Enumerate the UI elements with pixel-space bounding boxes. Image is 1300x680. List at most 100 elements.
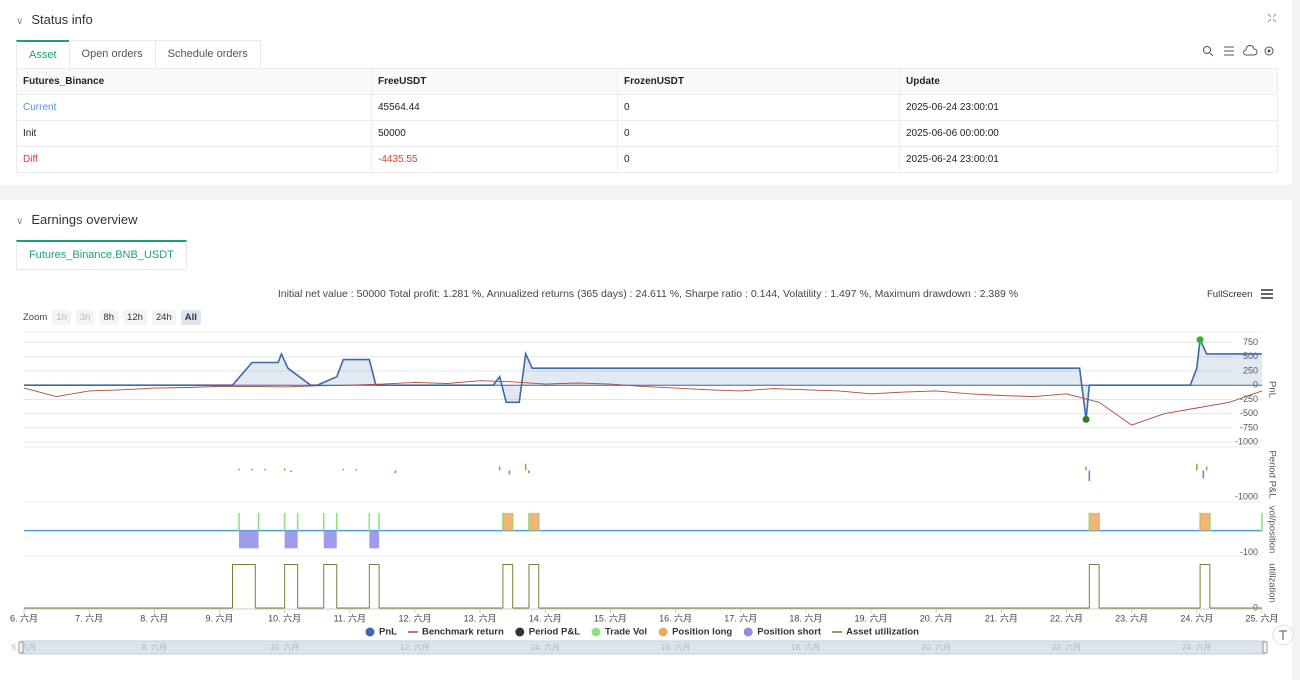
x-tick-label: 24. 六月 xyxy=(1180,612,1213,623)
cell: 2025-06-24 23:00:01 xyxy=(899,94,1278,121)
cell: 0 xyxy=(617,120,900,147)
x-tick-label: 10. 六月 xyxy=(268,612,301,623)
navigator-label: 24. 六月 xyxy=(1182,642,1211,652)
x-tick-label: 7. 六月 xyxy=(75,612,103,623)
cell: 0 xyxy=(617,94,900,121)
scroll-top-button[interactable] xyxy=(1272,624,1294,646)
x-tick-label: 17. 六月 xyxy=(724,612,757,623)
y-tick-label: -100 xyxy=(1240,547,1258,557)
cell: Current xyxy=(16,94,372,121)
zoom-button[interactable]: All xyxy=(180,310,201,325)
earnings-title-text: Earnings overview xyxy=(31,212,138,227)
asset-table: Futures_Binance FreeUSDT FrozenUSDT Upda… xyxy=(16,68,1278,173)
zoom-button[interactable]: 1h xyxy=(52,310,71,325)
cell: 2025-06-06 00:00:00 xyxy=(899,120,1278,147)
utilization-step xyxy=(232,564,256,608)
status-title-text: Status info xyxy=(31,12,93,27)
x-tick-label: 20. 六月 xyxy=(920,612,953,623)
column-header: Futures_Binance xyxy=(16,68,372,95)
utilization-step xyxy=(323,564,338,608)
x-tick-label: 13. 六月 xyxy=(464,612,497,623)
benchmark-line xyxy=(23,380,1263,426)
position-bar xyxy=(239,530,259,549)
axis-title: vol/position xyxy=(1266,506,1277,554)
column-header: FrozenUSDT xyxy=(617,68,900,95)
zoom-button[interactable]: 12h xyxy=(123,310,147,325)
legend-symbol xyxy=(365,627,375,637)
utilization-step xyxy=(528,564,540,608)
x-tick-label: 19. 六月 xyxy=(855,612,888,623)
header-row: Futures_Binance FreeUSDT FrozenUSDT Upda… xyxy=(16,68,1278,95)
cell: 0 xyxy=(617,146,900,173)
navigator-label: 14. 六月 xyxy=(531,642,560,652)
x-tick-label: 12. 六月 xyxy=(398,612,431,623)
x-tick-label: 8. 六月 xyxy=(140,612,168,623)
zoom-label: Zoom xyxy=(23,312,48,323)
navigator-label: 8. 六月 xyxy=(142,642,167,652)
y-tick-label: 750 xyxy=(1243,337,1258,347)
navigator-label: 10. 六月 xyxy=(270,642,299,652)
tab[interactable]: Asset xyxy=(16,40,70,69)
utilization-step xyxy=(368,564,380,608)
row: Diff -4435.55 0 2025-06-24 23:00:01 xyxy=(16,146,1278,173)
position-bar xyxy=(369,530,380,549)
earnings-title[interactable]: ∨ Earnings overview xyxy=(16,212,138,227)
summary: Initial net value : 50000 Total profit: … xyxy=(277,288,1019,300)
cell: 50000 xyxy=(371,120,618,147)
legend-label: Position short xyxy=(757,627,822,638)
zoom-button[interactable]: 24h xyxy=(151,310,176,325)
max-marker xyxy=(1196,336,1204,344)
x-tick-label: 9. 六月 xyxy=(205,612,233,623)
x-tick-label: 16. 六月 xyxy=(659,612,692,623)
x-tick-label: 6. 六月 xyxy=(10,612,38,623)
axis-title: utilization xyxy=(1266,563,1277,603)
navigator-label: 16. 六月 xyxy=(661,642,690,652)
x-tick-label: 21. 六月 xyxy=(985,612,1018,623)
axis-title: PnL xyxy=(1266,381,1277,398)
navigator-label: 6. 六月 xyxy=(12,642,37,652)
utilization-step xyxy=(1088,564,1100,608)
earnings-panel: ∨ Earnings overview Futures_Binance.BNB_U… xyxy=(0,200,1292,680)
expand-icon[interactable] xyxy=(1266,12,1278,24)
navigator-handle xyxy=(1262,641,1268,654)
status-title[interactable]: ∨ Status info xyxy=(16,12,93,27)
utilization-step xyxy=(284,564,299,608)
earnings-tabs: Futures_Binance.BNB_USDT xyxy=(16,240,187,270)
menu-icon[interactable] xyxy=(1261,289,1274,300)
navigator-handle xyxy=(18,641,24,654)
column-header: FreeUSDT xyxy=(371,68,618,95)
fullscreen-button[interactable]: FullScreen xyxy=(1207,289,1274,300)
pnl-line xyxy=(24,336,1262,420)
navigator-label: 20. 六月 xyxy=(922,642,951,652)
tab[interactable]: Schedule orders xyxy=(154,40,261,68)
y-tick-label: -1000 xyxy=(1235,492,1258,502)
position-bar xyxy=(1200,512,1210,531)
legend-label: Asset utilization xyxy=(846,627,919,638)
status-panel: ∨ Status info Asset Open orders Schedule … xyxy=(0,0,1292,185)
legend-symbol xyxy=(743,627,753,637)
zoom-button[interactable]: 8h xyxy=(99,310,119,325)
legend-label: Period P&L xyxy=(529,627,580,638)
x-tick-label: 14. 六月 xyxy=(529,612,562,623)
y-tick-label: 500 xyxy=(1243,351,1258,361)
x-tick-label: 15. 六月 xyxy=(594,612,627,623)
position-bar xyxy=(1089,512,1100,531)
legend-symbol xyxy=(591,627,601,637)
tab[interactable]: Open orders xyxy=(68,40,156,68)
utilization-step xyxy=(1199,564,1211,608)
x-tick-label: 23. 六月 xyxy=(1115,612,1148,623)
utilization-step xyxy=(502,564,514,608)
position-bar xyxy=(528,512,539,531)
navigator-label: 12. 六月 xyxy=(400,642,429,652)
min-marker xyxy=(1082,415,1090,423)
legend: PnL Benchmark return Period P&L Trade Vol Po… xyxy=(365,627,919,638)
row: Current 45564.44 0 2025-06-24 23:00:01 xyxy=(16,94,1278,121)
legend-label: Position long xyxy=(672,627,732,638)
toolbar-icons[interactable] xyxy=(1202,44,1278,58)
position-bar xyxy=(323,530,337,549)
tab[interactable]: Futures_Binance.BNB_USDT xyxy=(16,240,187,269)
legend-symbol xyxy=(515,627,525,637)
zoom-button[interactable]: 3h xyxy=(75,310,95,325)
